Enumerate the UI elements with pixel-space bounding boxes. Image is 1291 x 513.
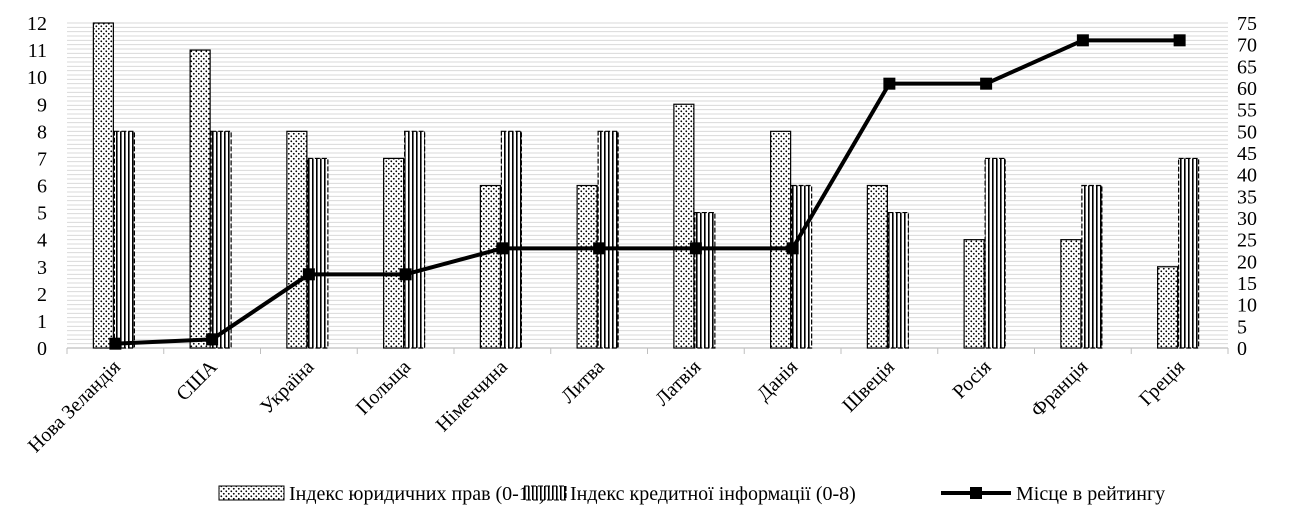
y-left-tick-label: 9 xyxy=(37,94,47,116)
x-category-label: США xyxy=(172,356,222,406)
y-right-tick-label: 10 xyxy=(1237,295,1257,317)
legend-marker-ranking xyxy=(970,487,982,499)
y-right-tick-label: 35 xyxy=(1237,186,1257,208)
ranking-point xyxy=(109,337,122,350)
legend: Індекс юридичних прав (0-12) Індекс креди… xyxy=(218,483,1165,505)
bar-legal-rights xyxy=(1060,239,1082,349)
y-left-tick-label: 0 xyxy=(37,338,47,360)
bar-legal-rights xyxy=(92,22,114,349)
bar-credit-info xyxy=(307,157,329,349)
y-right-tick-label: 70 xyxy=(1237,35,1257,57)
bar-legal-rights xyxy=(673,103,695,349)
bar-legal-rights xyxy=(963,239,985,349)
y-left-tick-label: 3 xyxy=(37,257,47,279)
y-right-tick-label: 45 xyxy=(1237,143,1257,165)
legend-label-credit-info: Індекс кредитної інформації (0-8) xyxy=(570,483,856,505)
bar-credit-info xyxy=(404,130,426,349)
ranking-line xyxy=(109,34,1186,350)
bar-credit-info xyxy=(694,211,716,349)
ranking-point xyxy=(496,242,509,255)
bar-credit-info xyxy=(984,157,1006,349)
y-left-tick-label: 12 xyxy=(27,13,47,35)
y-right-tick-label: 0 xyxy=(1237,338,1247,360)
x-category-label: Латвія xyxy=(651,356,705,410)
bar-legal-rights xyxy=(189,49,211,349)
x-category-label: Нова Зеландія xyxy=(24,356,125,457)
y-right-tick-label: 30 xyxy=(1237,208,1257,230)
bar-credit-info xyxy=(1081,184,1103,349)
y-left-tick-label: 1 xyxy=(37,311,47,333)
bars xyxy=(92,22,1200,349)
bar-credit-info xyxy=(500,130,522,349)
ranking-point xyxy=(593,242,606,255)
ranking-point xyxy=(399,268,412,281)
y-right-tick-label: 55 xyxy=(1237,100,1257,122)
gridlines xyxy=(67,22,1228,345)
y-right-tick-label: 20 xyxy=(1237,251,1257,273)
x-category-label: Польща xyxy=(352,356,415,419)
bar-credit-info xyxy=(597,130,619,349)
y-left-tick-label: 7 xyxy=(37,148,47,170)
bar-credit-info xyxy=(791,184,813,349)
bar-credit-info xyxy=(1178,157,1200,349)
y-right-tick-label: 75 xyxy=(1237,13,1257,35)
x-category-label: Греція xyxy=(1135,356,1189,410)
ranking-line-path xyxy=(115,38,1180,346)
bar-legal-rights xyxy=(479,184,501,349)
ranking-point xyxy=(689,242,702,255)
y-left-tick-label: 2 xyxy=(37,284,47,306)
bar-legal-rights xyxy=(770,130,792,349)
bar-credit-info xyxy=(210,130,232,349)
ranking-point xyxy=(1076,34,1089,47)
bar-credit-info xyxy=(887,211,909,349)
y-right-tick-label: 25 xyxy=(1237,230,1257,252)
y-right-tick-label: 5 xyxy=(1237,316,1247,338)
bar-legal-rights xyxy=(866,184,888,349)
x-category-label: Німеччина xyxy=(432,356,512,436)
x-category-label: Росія xyxy=(948,356,995,403)
bar-legal-rights xyxy=(383,157,405,349)
x-category-label: Швеція xyxy=(838,356,899,417)
legend-label-ranking: Місце в рейтингу xyxy=(1016,483,1165,505)
bar-legal-rights xyxy=(576,184,598,349)
y-left-tick-label: 5 xyxy=(37,203,47,225)
legend-label-legal-rights: Індекс юридичних прав (0-12) xyxy=(289,483,546,505)
y-right-tick-label: 40 xyxy=(1237,165,1257,187)
ranking-point xyxy=(1173,34,1186,47)
y-left-tick-label: 10 xyxy=(27,67,47,89)
bar-credit-info xyxy=(113,130,135,349)
y-right-tick-label: 15 xyxy=(1237,273,1257,295)
y-right-tick-label: 65 xyxy=(1237,56,1257,78)
bar-legal-rights xyxy=(286,130,308,349)
ranking-point xyxy=(883,77,896,90)
y-left-tick-label: 8 xyxy=(37,121,47,143)
y-left-tick-label: 11 xyxy=(28,40,47,62)
x-category-label: Франція xyxy=(1027,356,1093,422)
legend-swatch-credit-info xyxy=(523,485,567,501)
x-category-label: Данія xyxy=(753,356,802,405)
y-left-tick-label: 6 xyxy=(37,176,47,198)
bar-legal-rights xyxy=(1157,266,1179,349)
ranking-point xyxy=(206,333,219,346)
x-category-label: Литва xyxy=(557,356,609,408)
y-right-tick-label: 50 xyxy=(1237,121,1257,143)
ranking-point xyxy=(980,77,993,90)
ranking-point xyxy=(786,242,799,255)
y-left-tick-label: 4 xyxy=(37,230,47,252)
ranking-point xyxy=(302,268,315,281)
axes xyxy=(66,347,1229,354)
y-right-tick-label: 60 xyxy=(1237,78,1257,100)
legend-swatch-legal-rights xyxy=(218,485,285,501)
x-category-label: Україна xyxy=(256,356,318,418)
